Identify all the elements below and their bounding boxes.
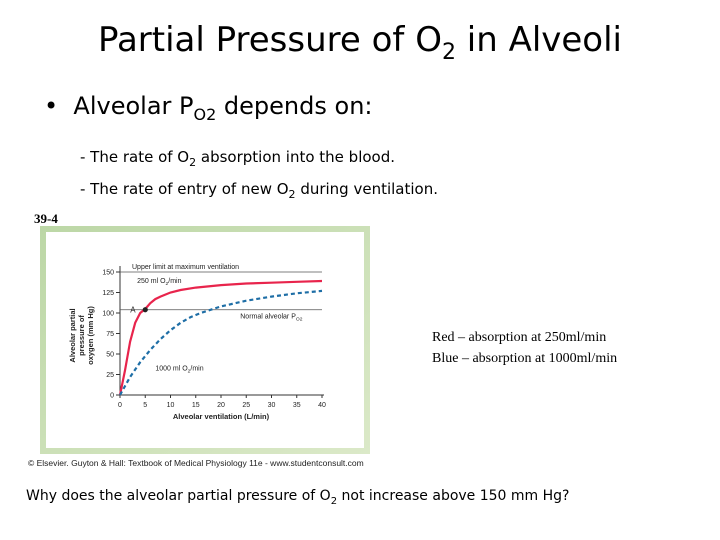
x-tick-label: 0: [118, 402, 122, 409]
x-tick-label: 10: [167, 402, 175, 409]
legend-blue: Blue – absorption at 1000ml/min: [432, 351, 618, 366]
y-axis-label: Alveolar partialpressure ofoxygen (mm Hg…: [68, 306, 95, 365]
point-a-marker: [142, 307, 148, 313]
series-line-250: [118, 279, 323, 396]
y-tick-label: 25: [106, 372, 114, 379]
y-tick-label: 100: [102, 311, 114, 318]
bullet-alveolar-po2: • Alveolar PO2 depends on:: [44, 92, 373, 124]
y-tick-label: 0: [110, 393, 114, 400]
y-tick-label: 125: [102, 290, 114, 297]
x-tick-label: 30: [268, 402, 276, 409]
series-line-1000: [119, 289, 323, 396]
y-tick-label: 75: [106, 331, 114, 338]
legend-red: Red – absorption at 250ml/min: [432, 330, 607, 345]
sub-line-absorption: - The rate of O2 absorption into the blo…: [80, 148, 396, 169]
y-tick-label: 150: [102, 270, 114, 277]
figure-credit: © Elsevier. Guyton & Hall: Textbook of M…: [28, 458, 364, 468]
x-tick-label: 40: [318, 402, 326, 409]
figure-number: 39-4: [34, 211, 58, 226]
chart-plot-panel: [46, 232, 364, 448]
x-axis-label: Alveolar ventilation (L/min): [173, 412, 270, 421]
point-a-label: A: [130, 306, 136, 315]
series-label-250: 250 ml O2/min: [137, 278, 181, 287]
x-tick-label: 20: [217, 402, 225, 409]
upper-limit-label: Upper limit at maximum ventilation: [132, 264, 239, 271]
x-tick-label: 35: [293, 402, 301, 409]
oxygen-partial-pressure-chart: 0 25 50 75 100 125 150 0 5 10 15 20 25 30 35 40 Alveolar…: [40, 226, 370, 454]
x-tick-label: 25: [242, 402, 250, 409]
sub-line-ventilation: - The rate of entry of new O2 during ven…: [80, 180, 438, 201]
x-tick-label: 5: [143, 402, 147, 409]
slide-title: Partial Pressure of O2 in Alveoli: [97, 20, 623, 65]
y-tick-label: 50: [106, 352, 114, 359]
question-text: Why does the alveolar partial pressure o…: [26, 488, 570, 507]
series-label-1000: 1000 ml O2/min: [155, 365, 203, 374]
normal-po2-label: Normal alveolar PO2: [240, 314, 302, 323]
x-tick-label: 15: [192, 402, 200, 409]
bullet-dot: •: [44, 92, 74, 120]
